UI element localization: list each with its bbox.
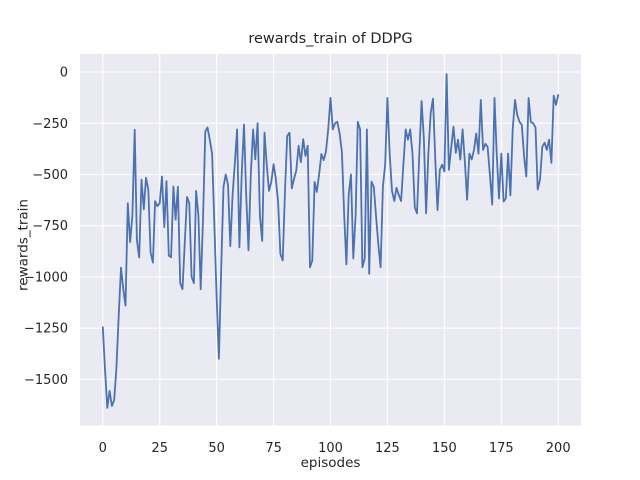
y-tick-label: −250 — [32, 117, 68, 132]
x-tick-label: 50 — [208, 441, 225, 456]
x-tick-label: 0 — [99, 441, 107, 456]
x-tick-label: 75 — [265, 441, 282, 456]
x-tick-label: 150 — [432, 441, 457, 456]
x-tick-label: 125 — [375, 441, 400, 456]
x-axis-label: episodes — [300, 455, 361, 471]
y-tick-label: −500 — [32, 168, 68, 183]
x-tick-label: 25 — [151, 441, 168, 456]
series-line — [101, 73, 560, 409]
y-tick-label: −1500 — [24, 373, 68, 388]
x-tick-label: 200 — [546, 441, 571, 456]
y-tick-label: −1000 — [24, 270, 68, 285]
y-tick-label: −750 — [32, 219, 68, 234]
chart-title: rewards_train of DDPG — [248, 31, 413, 47]
x-tick-label: 175 — [489, 441, 514, 456]
y-axis-label: rewards_train — [15, 199, 32, 291]
y-tick-label: 0 — [60, 66, 68, 81]
x-tick-label: 100 — [318, 441, 343, 456]
y-tick-label: −1250 — [24, 322, 68, 337]
